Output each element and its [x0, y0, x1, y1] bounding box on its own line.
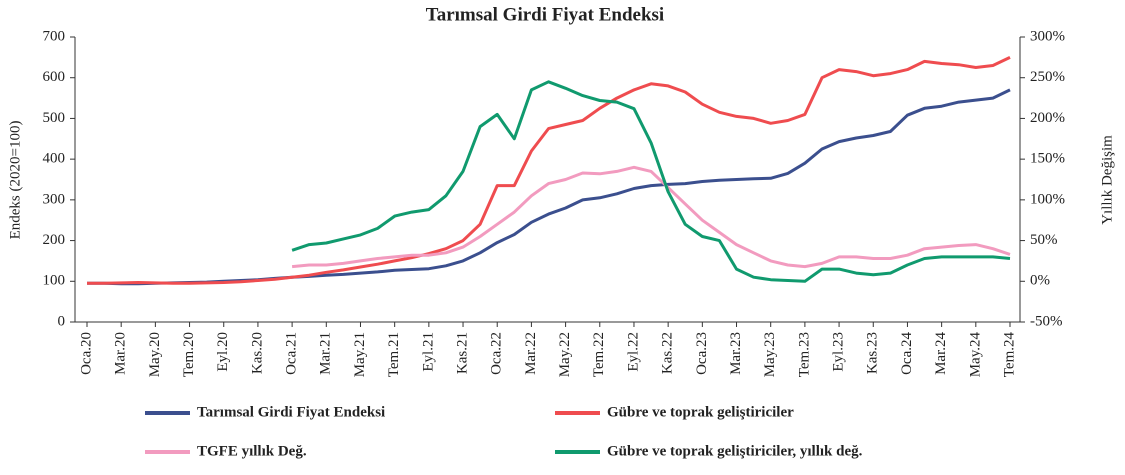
- y-tick-label: 300: [43, 191, 66, 207]
- x-tick-label: Kas.22: [660, 332, 676, 374]
- chart-title: Tarımsal Girdi Fiyat Endeksi: [426, 4, 664, 25]
- x-tick-label: Oca.21: [284, 332, 300, 375]
- x-tick-label: Oca.20: [78, 332, 94, 375]
- y2-tick-label: -50%: [1030, 313, 1063, 329]
- x-tick-label: Eyl.21: [420, 332, 436, 372]
- legend-label: Gübre ve toprak geliştiriciler, yıllık d…: [607, 443, 863, 459]
- x-tick-label: Tem.20: [181, 332, 197, 377]
- x-tick-label: Kas.23: [865, 332, 881, 374]
- y2-tick-label: 100%: [1030, 191, 1065, 207]
- legend-label: Gübre ve toprak geliştiriciler: [607, 404, 794, 420]
- y-tick-label: 0: [58, 313, 66, 329]
- y2-tick-label: 200%: [1030, 110, 1065, 126]
- y-tick-label: 200: [43, 232, 66, 248]
- y2-tick-label: 150%: [1030, 151, 1065, 167]
- x-tick-label: May.22: [557, 332, 573, 377]
- y2-tick-label: 300%: [1030, 28, 1065, 44]
- y-axis-label: Endeks (2020=100): [7, 121, 23, 240]
- x-tick-label: Mar.24: [933, 332, 949, 375]
- legend-label: Tarımsal Girdi Fiyat Endeksi: [197, 404, 385, 420]
- x-tick-label: Eyl.20: [215, 332, 231, 372]
- y-tick-label: 700: [43, 28, 66, 44]
- x-tick-label: Eyl.23: [831, 332, 847, 372]
- x-tick-label: Tem.24: [1001, 332, 1017, 378]
- x-tick-label: Mar.21: [318, 332, 334, 375]
- y-tick-label: 500: [43, 110, 66, 126]
- x-tick-label: Tem.22: [591, 332, 607, 377]
- x-tick-label: May.23: [762, 332, 778, 377]
- x-tick-label: Tem.21: [386, 332, 402, 377]
- x-tick-label: Mar.23: [728, 332, 744, 375]
- y-tick-label: 600: [43, 69, 66, 85]
- y2-tick-label: 250%: [1030, 69, 1065, 85]
- x-tick-label: Oca.22: [489, 332, 505, 375]
- y2-tick-label: 0%: [1030, 273, 1050, 289]
- x-tick-label: Mar.20: [113, 332, 129, 375]
- x-tick-label: May.21: [352, 332, 368, 377]
- x-tick-label: Oca.23: [694, 332, 710, 375]
- y2-axis-label: Yıllık Değişim: [1099, 135, 1115, 225]
- x-tick-label: Eyl.22: [625, 332, 641, 372]
- series-line: [291, 165, 1011, 269]
- series-line: [291, 80, 1011, 283]
- x-tick-label: Mar.22: [523, 332, 539, 375]
- y-tick-label: 400: [43, 151, 66, 167]
- legend-label: TGFE yıllık Değ.: [197, 443, 307, 459]
- x-tick-label: Tem.23: [796, 332, 812, 377]
- y-tick-label: 100: [43, 273, 66, 289]
- y2-tick-label: 50%: [1030, 232, 1058, 248]
- x-tick-label: May.24: [967, 332, 983, 378]
- series-line: [87, 88, 1011, 286]
- series-line: [87, 56, 1011, 285]
- x-tick-label: Oca.24: [899, 332, 915, 375]
- x-tick-label: Kas.20: [249, 332, 265, 374]
- x-tick-label: May.20: [147, 332, 163, 377]
- x-tick-label: Kas.21: [454, 332, 470, 374]
